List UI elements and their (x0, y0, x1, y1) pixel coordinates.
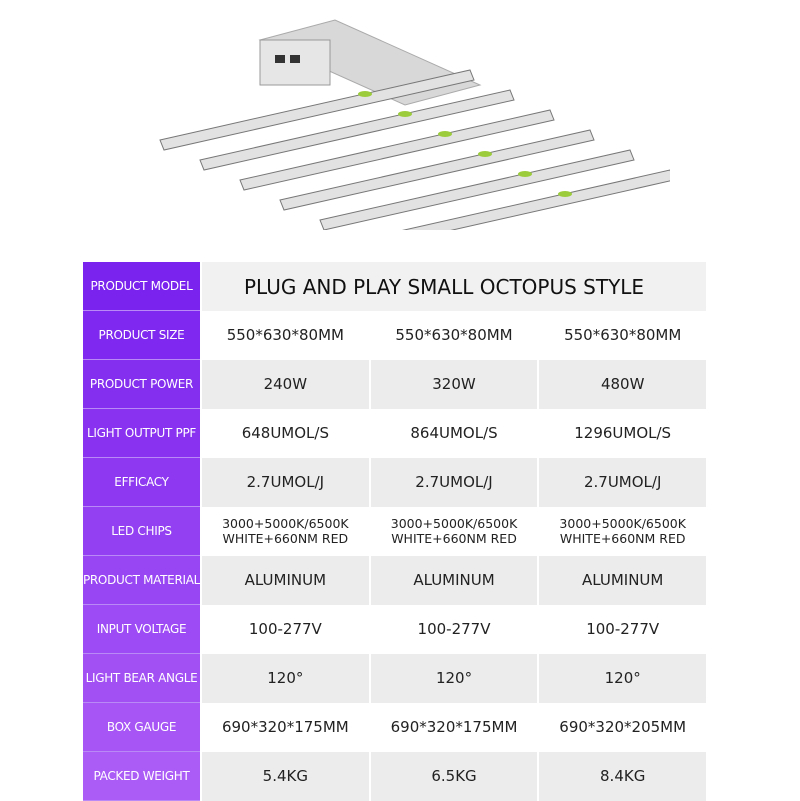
row-label: LED CHIPS (83, 507, 200, 556)
spec-row: EFFICACY 2.7UMOL/J 2.7UMOL/J 2.7UMOL/J (83, 458, 707, 507)
spec-cell: 2.7UMOL/J (200, 458, 369, 507)
row-label: BOX GAUGE (83, 703, 200, 752)
row-label: PACKED WEIGHT (83, 752, 200, 801)
spec-cell: 690*320*175MM (200, 703, 369, 752)
spec-cell: 2.7UMOL/J (368, 458, 538, 507)
light-bar-label (358, 91, 372, 97)
spec-cell: 550*630*80MM (537, 311, 706, 360)
spec-row: LED CHIPS 3000+5000K/6500K WHITE+660NM RE… (83, 507, 706, 556)
spec-cell: 100-277V (368, 605, 538, 654)
light-bar-label (398, 111, 412, 117)
spec-cell: 3000+5000K/6500K WHITE+660NM RED (368, 507, 538, 556)
spec-cell: 3000+5000K/6500K WHITE+660NM RED (200, 507, 369, 556)
row-label: INPUT VOLTAGE (83, 605, 200, 654)
row-label: LIGHT BEAR ANGLE (83, 654, 200, 703)
spec-cell: ALUMINUM (368, 556, 538, 605)
row-label: PRODUCT SIZE (83, 311, 200, 360)
spec-cell: 648UMOL/S (200, 409, 369, 458)
spec-table: PRODUCT MODEL PLUG AND PLAY SMALL OCTOPU… (83, 262, 707, 801)
spec-cell: 550*630*80MM (368, 311, 538, 360)
spec-cell: 690*320*175MM (368, 703, 538, 752)
spec-cell: 690*320*205MM (537, 703, 706, 752)
spec-cell: 240W (200, 360, 369, 409)
grow-light-product-image (159, 19, 670, 230)
spec-cell: 8.4KG (537, 752, 707, 801)
row-label: PRODUCT POWER (83, 360, 200, 409)
row-label: LIGHT OUTPUT PPF (83, 409, 200, 458)
spec-cell: 5.4KG (200, 752, 369, 801)
spec-cell: 100-277V (200, 605, 369, 654)
spec-cell: 6.5KG (368, 752, 538, 801)
row-label: PRODUCT MODEL (83, 262, 200, 311)
row-label: PRODUCT MATERIAL (83, 556, 200, 605)
spec-row: INPUT VOLTAGE 100-277V 100-277V 100-277V (83, 605, 706, 654)
spec-cell: 120° (200, 654, 369, 703)
product-model-row: PRODUCT MODEL PLUG AND PLAY SMALL OCTOPU… (83, 262, 706, 311)
spec-cell: ALUMINUM (200, 556, 369, 605)
spec-row: PRODUCT POWER 240W 320W 480W (83, 360, 707, 409)
light-bar-label (558, 191, 572, 197)
spec-cell: 480W (537, 360, 707, 409)
light-bar-label (438, 131, 452, 137)
product-model-value: PLUG AND PLAY SMALL OCTOPUS STYLE (200, 262, 706, 311)
spec-cell: 100-277V (537, 605, 706, 654)
spec-row: PRODUCT MATERIAL ALUMINUM ALUMINUM ALUMINUM (83, 556, 707, 605)
light-bar-label (518, 171, 532, 177)
spec-cell: 3000+5000K/6500K WHITE+660NM RED (537, 507, 706, 556)
spec-cell: 864UMOL/S (368, 409, 538, 458)
spec-row: BOX GAUGE 690*320*175MM 690*320*175MM 690*3… (83, 703, 706, 752)
spec-cell: 550*630*80MM (200, 311, 369, 360)
spec-cell: 1296UMOL/S (537, 409, 706, 458)
spec-row: PACKED WEIGHT 5.4KG 6.5KG 8.4KG (83, 752, 707, 801)
spec-cell: ALUMINUM (537, 556, 707, 605)
spec-row: PRODUCT SIZE 550*630*80MM 550*630*80MM 550*… (83, 311, 706, 360)
spec-cell: 2.7UMOL/J (537, 458, 707, 507)
spec-row: LIGHT OUTPUT PPF 648UMOL/S 864UMOL/S 1296UM… (83, 409, 706, 458)
spec-cell: 120° (537, 654, 707, 703)
spec-cell: 120° (368, 654, 538, 703)
spec-cell: 320W (368, 360, 538, 409)
light-bar-label (478, 151, 492, 157)
spec-row: LIGHT BEAR ANGLE 120° 120° 120° (83, 654, 707, 703)
row-label: EFFICACY (83, 458, 200, 507)
